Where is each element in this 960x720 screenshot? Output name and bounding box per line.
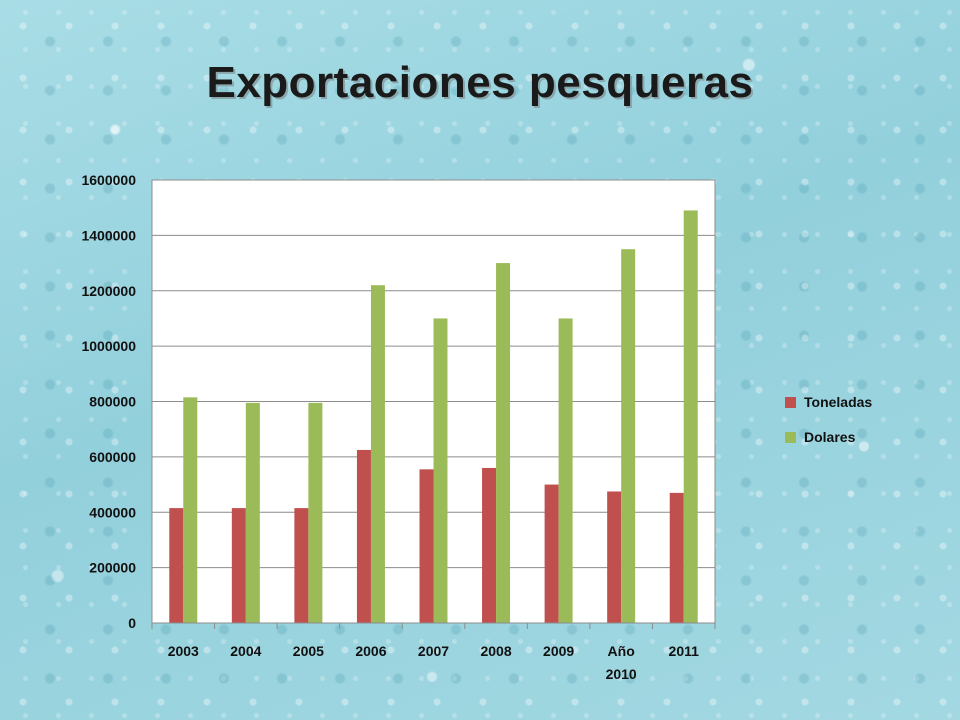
y-tick-label: 1400000 — [81, 227, 136, 243]
y-tick-label: 800000 — [89, 394, 136, 410]
bars — [169, 210, 698, 624]
y-tick-label: 400000 — [89, 504, 136, 520]
x-tick-label: 2008 — [480, 643, 511, 659]
axes — [151, 180, 716, 629]
x-tick-label: 2009 — [543, 643, 574, 659]
x-tick-label: 2003 — [168, 643, 199, 659]
bar-toneladas — [482, 467, 497, 623]
bar-toneladas — [419, 469, 434, 623]
bar-toneladas — [169, 508, 184, 623]
x-tick-label: 2005 — [293, 643, 324, 659]
y-tick-labels: 0 200000 400000 600000 800000 1000000 1200000 1… — [81, 172, 136, 631]
y-tick-label: 1000000 — [81, 338, 136, 354]
legend-label-dolares: Dolares — [804, 429, 856, 445]
bar-toneladas — [294, 508, 309, 623]
bar-toneladas — [607, 491, 622, 623]
x-tick-label: 2006 — [355, 643, 386, 659]
bar-dolares — [183, 397, 198, 623]
legend-swatch-dolares — [785, 432, 796, 443]
x-tick-label: 2011 — [669, 643, 700, 659]
bar-dolares — [683, 210, 698, 624]
y-tick-label: 200000 — [89, 560, 136, 576]
bar-dolares — [621, 249, 636, 623]
legend-label-toneladas: Toneladas — [804, 394, 872, 410]
bar-dolares — [433, 318, 448, 623]
y-tick-label: 1600000 — [81, 172, 136, 188]
bar-dolares — [496, 263, 511, 623]
x-tick-label: 2010 — [606, 666, 637, 682]
slide-title: Exportaciones pesqueras — [206, 58, 754, 107]
legend-swatch-toneladas — [785, 397, 796, 408]
bar-toneladas — [669, 492, 684, 623]
bar-toneladas — [544, 484, 559, 623]
x-tick-label: 2007 — [418, 643, 449, 659]
legend: Toneladas Dolares — [785, 394, 872, 445]
y-tick-label: 600000 — [89, 449, 136, 465]
y-tick-label: 1200000 — [81, 283, 136, 299]
y-tick-label: 0 — [128, 615, 136, 631]
bar-dolares — [245, 402, 260, 623]
x-tick-label: 2004 — [230, 643, 261, 659]
bar-dolares — [370, 285, 385, 623]
bar-toneladas — [231, 508, 246, 623]
bar-dolares — [308, 402, 323, 623]
bar-dolares — [558, 318, 573, 623]
x-tick-label: Año — [608, 643, 635, 659]
x-tick-labels: 2003 2004 2005 2006 2007 2008 2009 Año 2010 2011 — [168, 643, 699, 682]
bar-toneladas — [356, 449, 371, 623]
